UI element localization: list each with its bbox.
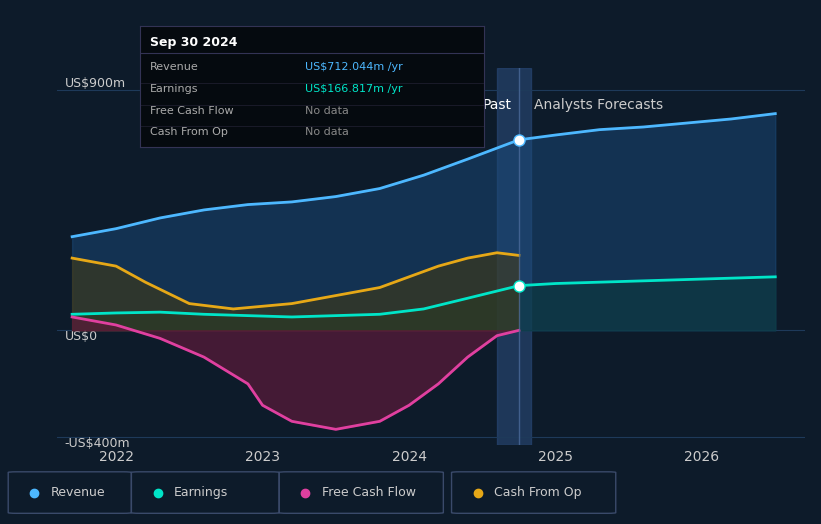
Text: US$166.817m /yr: US$166.817m /yr xyxy=(305,84,402,94)
Text: Cash From Op: Cash From Op xyxy=(494,486,582,499)
Text: Free Cash Flow: Free Cash Flow xyxy=(150,106,233,116)
Text: US$712.044m /yr: US$712.044m /yr xyxy=(305,62,403,72)
Text: US$900m: US$900m xyxy=(65,77,126,90)
Text: -US$400m: -US$400m xyxy=(65,438,131,450)
Text: US$0: US$0 xyxy=(65,330,98,343)
Text: Cash From Op: Cash From Op xyxy=(150,127,227,137)
Text: Analysts Forecasts: Analysts Forecasts xyxy=(534,97,663,112)
Text: Free Cash Flow: Free Cash Flow xyxy=(322,486,415,499)
Text: No data: No data xyxy=(305,106,349,116)
Text: Past: Past xyxy=(483,97,511,112)
Text: No data: No data xyxy=(305,127,349,137)
Text: Revenue: Revenue xyxy=(150,62,199,72)
Text: Earnings: Earnings xyxy=(174,486,228,499)
Bar xyxy=(497,68,530,445)
Text: Earnings: Earnings xyxy=(150,84,199,94)
Text: Sep 30 2024: Sep 30 2024 xyxy=(150,36,237,49)
Text: Revenue: Revenue xyxy=(51,486,106,499)
